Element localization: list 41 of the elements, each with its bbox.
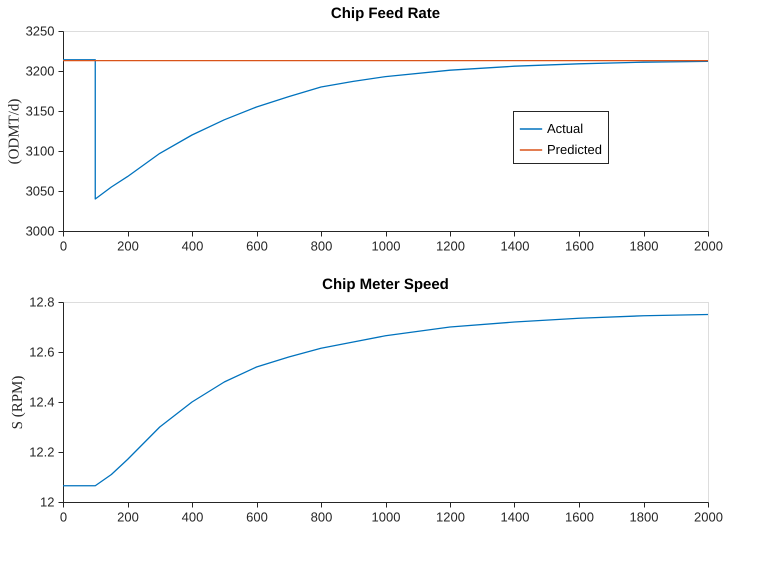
y-tick-label: 12.6 (29, 344, 54, 360)
x-tick-label: 200 (117, 238, 139, 254)
y-axis-title: (ODMT/d) (6, 98, 23, 164)
x-tick-label: 1800 (630, 238, 658, 254)
y-tick-label: 3100 (26, 144, 54, 158)
x-tick-label: 1200 (436, 238, 465, 254)
chart-title: Chip Meter Speed (322, 276, 449, 293)
x-tick-label: 400 (182, 238, 204, 254)
x-tick-label: 1000 (372, 510, 400, 524)
y-tick-label: 3050 (26, 184, 54, 198)
y-tick-label: 3000 (26, 224, 54, 238)
line-series (62, 314, 709, 486)
x-tick-label: 2000 (694, 510, 723, 524)
x-tick-label: 0 (60, 238, 68, 254)
x-tick-label: 1600 (565, 510, 594, 524)
y-tick-label: 3200 (26, 64, 54, 78)
x-tick-label: 400 (182, 510, 204, 524)
y-tick-label: 12 (40, 494, 54, 510)
x-tick-label: 800 (310, 510, 332, 524)
legend-label: Predicted (547, 142, 602, 157)
chart-title: Chip Feed Rate (330, 5, 440, 22)
x-tick-label: 1600 (565, 238, 594, 254)
x-tick-label: 2000 (694, 238, 723, 254)
x-tick-label: 600 (246, 238, 268, 254)
legend-label: Actual (547, 121, 584, 136)
x-tick-label: 200 (117, 510, 139, 524)
x-tick-label: 1000 (372, 238, 400, 254)
x-tick-label: 1800 (630, 510, 658, 524)
y-tick-label: 12.8 (29, 294, 54, 310)
x-tick-label: 1400 (500, 238, 530, 254)
x-tick-label: 1200 (436, 510, 465, 524)
x-tick-label: 0 (60, 510, 68, 524)
y-tick-label: 12.4 (29, 394, 54, 410)
y-axis-title: S (RPM) (10, 376, 26, 430)
x-tick-label: 1400 (500, 510, 530, 524)
y-tick-label: 3250 (26, 24, 54, 38)
y-tick-label: 3150 (26, 104, 54, 118)
line-series (62, 59, 709, 200)
x-tick-label: 800 (310, 238, 332, 254)
x-tick-label: 600 (246, 510, 268, 524)
y-tick-label: 12.2 (29, 444, 54, 460)
